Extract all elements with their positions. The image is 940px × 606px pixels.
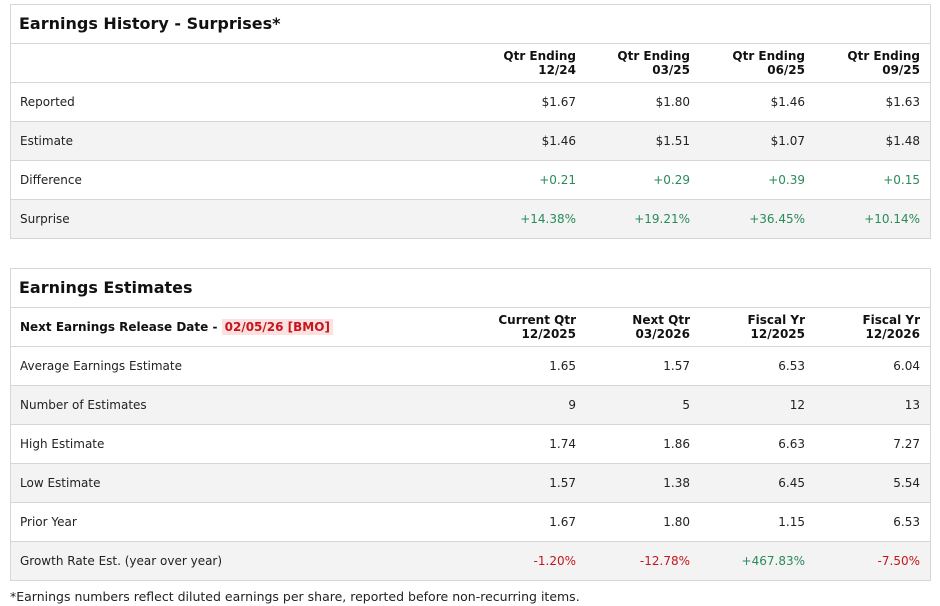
cell-value: 1.57	[476, 463, 586, 503]
column-header-line: Next Qtr	[632, 313, 690, 327]
cell-value: +0.39	[700, 160, 815, 200]
row-label: Difference	[11, 160, 476, 200]
cell-value: 1.65	[476, 346, 586, 386]
cell-value: +0.21	[476, 160, 586, 200]
cell-value: 1.57	[586, 346, 700, 386]
cell-value: +10.14%	[815, 199, 930, 238]
next-release-date: Next Earnings Release Date - 02/05/26 [B…	[11, 308, 476, 347]
cell-value: 6.53	[815, 502, 930, 542]
column-header-line: Current Qtr	[498, 313, 576, 327]
table-row: Growth Rate Est. (year over year) -1.20% -…	[11, 541, 930, 580]
cell-value: $1.67	[476, 82, 586, 122]
cell-value: 6.53	[700, 346, 815, 386]
column-header: Qtr Ending 06/25	[700, 44, 815, 83]
row-label: Estimate	[11, 121, 476, 161]
cell-value: +19.21%	[586, 199, 700, 238]
cell-value: +467.83%	[700, 541, 815, 580]
earnings-estimates-panel: Earnings Estimates Next Earnings Release…	[10, 268, 931, 581]
row-label: Growth Rate Est. (year over year)	[11, 541, 476, 580]
cell-value: 13	[815, 385, 930, 425]
column-header-line: Qtr Ending	[732, 49, 805, 63]
cell-value: 6.63	[700, 424, 815, 464]
cell-value: +14.38%	[476, 199, 586, 238]
row-label: Reported	[11, 82, 476, 122]
table-row: High Estimate 1.74 1.86 6.63 7.27	[11, 424, 930, 464]
column-header-line: 12/2026	[865, 327, 920, 341]
column-header: Qtr Ending 12/24	[476, 44, 586, 83]
column-header-line: 12/2025	[750, 327, 805, 341]
column-header: Qtr Ending 03/25	[586, 44, 700, 83]
cell-value: 9	[476, 385, 586, 425]
cell-value: +0.15	[815, 160, 930, 200]
table-row: Surprise +14.38% +19.21% +36.45% +10.14%	[11, 199, 930, 238]
row-label: Prior Year	[11, 502, 476, 542]
earnings-estimates-table: Next Earnings Release Date - 02/05/26 [B…	[11, 308, 930, 580]
cell-value: 1.86	[586, 424, 700, 464]
column-header-line: Fiscal Yr	[747, 313, 805, 327]
column-header-line: 06/25	[767, 63, 805, 77]
cell-value: 1.74	[476, 424, 586, 464]
cell-value: $1.46	[700, 82, 815, 122]
table-row: Prior Year 1.67 1.80 1.15 6.53	[11, 502, 930, 542]
cell-value: $1.48	[815, 121, 930, 161]
table-row: Number of Estimates 9 5 12 13	[11, 385, 930, 425]
cell-value: $1.63	[815, 82, 930, 122]
earnings-estimates-title: Earnings Estimates	[11, 269, 930, 308]
table-row: Average Earnings Estimate 1.65 1.57 6.53 6.0…	[11, 346, 930, 386]
column-header: Qtr Ending 09/25	[815, 44, 930, 83]
column-header-line: 03/2026	[635, 327, 690, 341]
column-header-line: 09/25	[882, 63, 920, 77]
column-header-line: Qtr Ending	[503, 49, 576, 63]
cell-value: +36.45%	[700, 199, 815, 238]
row-label: Low Estimate	[11, 463, 476, 503]
row-label: Surprise	[11, 199, 476, 238]
table-row: Reported $1.67 $1.80 $1.46 $1.63	[11, 82, 930, 122]
cell-value: 6.04	[815, 346, 930, 386]
cell-value: 5.54	[815, 463, 930, 503]
table-row: Difference +0.21 +0.29 +0.39 +0.15	[11, 160, 930, 200]
column-header-line: 12/24	[538, 63, 576, 77]
column-header-line: Qtr Ending	[617, 49, 690, 63]
cell-value: +0.29	[586, 160, 700, 200]
column-header-line: Fiscal Yr	[862, 313, 920, 327]
cell-value: $1.07	[700, 121, 815, 161]
column-header: Fiscal Yr 12/2025	[700, 308, 815, 347]
column-header: Fiscal Yr 12/2026	[815, 308, 930, 347]
cell-value: 1.15	[700, 502, 815, 542]
cell-value: 7.27	[815, 424, 930, 464]
cell-value: 1.67	[476, 502, 586, 542]
table-row: Low Estimate 1.57 1.38 6.45 5.54	[11, 463, 930, 503]
cell-value: 1.38	[586, 463, 700, 503]
row-label: Average Earnings Estimate	[11, 346, 476, 386]
earnings-history-table: Qtr Ending 12/24 Qtr Ending 03/25 Qtr Ending…	[11, 44, 930, 238]
cell-value: -7.50%	[815, 541, 930, 580]
release-date-badge: 02/05/26 [BMO]	[221, 319, 333, 335]
footnote: *Earnings numbers reflect diluted earnin…	[10, 589, 580, 604]
cell-value: 6.45	[700, 463, 815, 503]
column-header-line: 03/25	[652, 63, 690, 77]
column-header: Current Qtr 12/2025	[476, 308, 586, 347]
cell-value: $1.51	[586, 121, 700, 161]
table-row: Estimate $1.46 $1.51 $1.07 $1.48	[11, 121, 930, 161]
row-label: High Estimate	[11, 424, 476, 464]
cell-value: 1.80	[586, 502, 700, 542]
cell-value: $1.46	[476, 121, 586, 161]
column-header: Next Qtr 03/2026	[586, 308, 700, 347]
release-label: Next Earnings Release Date -	[20, 320, 218, 334]
earnings-history-title: Earnings History - Surprises*	[11, 5, 930, 44]
cell-value: 5	[586, 385, 700, 425]
cell-value: $1.80	[586, 82, 700, 122]
cell-value: 12	[700, 385, 815, 425]
cell-value: -12.78%	[586, 541, 700, 580]
column-header-line: Qtr Ending	[847, 49, 920, 63]
column-header-line: 12/2025	[521, 327, 576, 341]
row-label: Number of Estimates	[11, 385, 476, 425]
earnings-history-panel: Earnings History - Surprises* Qtr Ending…	[10, 4, 931, 239]
cell-value: -1.20%	[476, 541, 586, 580]
